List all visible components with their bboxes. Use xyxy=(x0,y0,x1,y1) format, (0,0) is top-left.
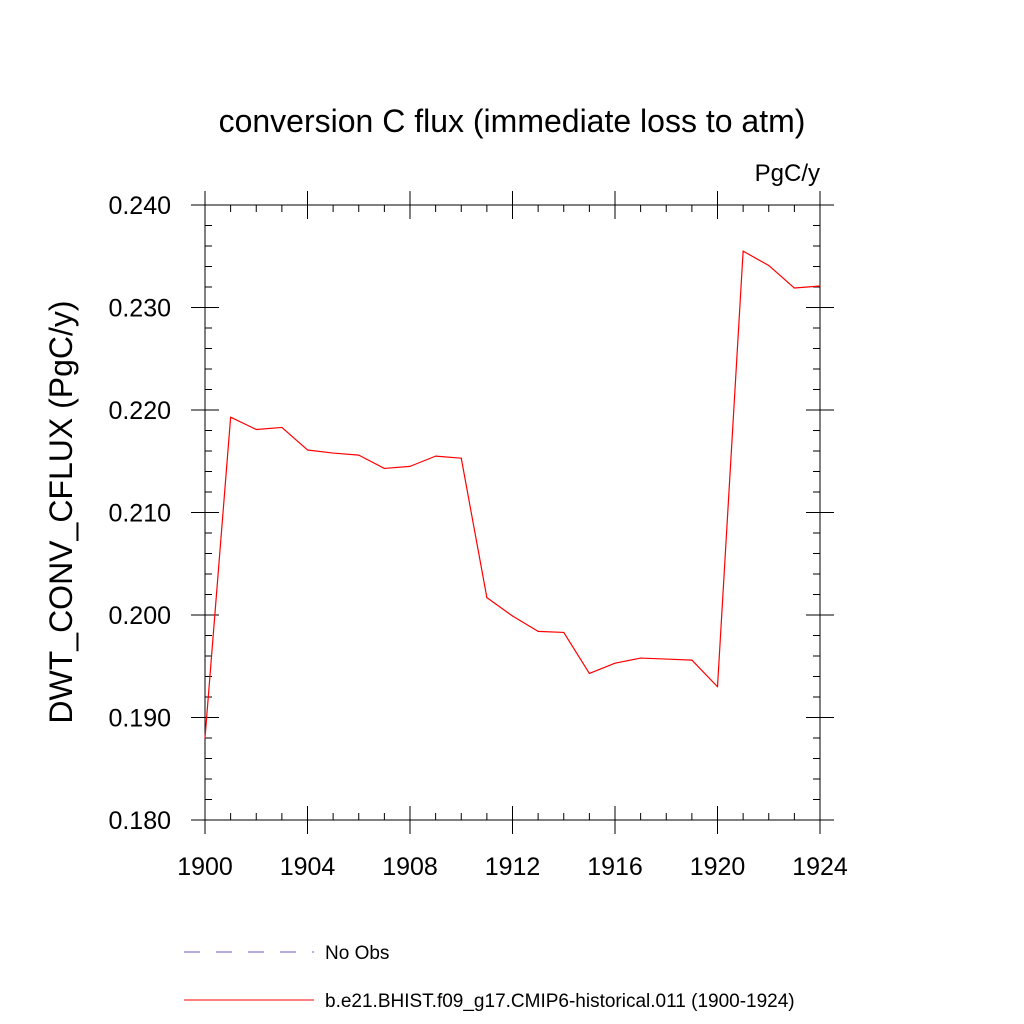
y-tick-label: 0.230 xyxy=(108,295,171,323)
data-point xyxy=(563,631,565,634)
x-tick-label: 1912 xyxy=(485,853,541,881)
data-point xyxy=(204,737,206,739)
x-tick-label: 1916 xyxy=(587,853,643,881)
data-point xyxy=(306,449,309,451)
y-tick-label: 0.200 xyxy=(108,602,171,630)
legend: No Obs b.e21.BHIST.f09_g17.CMIP6-historic… xyxy=(184,943,795,1012)
legend-label: No Obs xyxy=(325,943,389,964)
y-tick-label: 0.210 xyxy=(108,500,171,528)
data-point xyxy=(409,465,411,467)
data-point xyxy=(614,662,616,664)
chart-title: conversion C flux (immediate loss to atm… xyxy=(219,103,806,139)
data-point xyxy=(768,264,770,267)
data-point xyxy=(281,426,283,429)
minor-ticks xyxy=(205,205,820,820)
data-point xyxy=(819,285,821,287)
legend-label: b.e21.BHIST.f09_g17.CMIP6-historical.011… xyxy=(325,991,795,1012)
x-tick-labels: 1900 1904 1908 1912 1916 1920 1924 xyxy=(177,853,848,881)
x-tick-label: 1924 xyxy=(792,853,848,881)
data-point xyxy=(486,596,488,599)
x-tick-label: 1920 xyxy=(690,853,746,881)
series-line xyxy=(204,250,821,739)
data-point xyxy=(793,287,795,289)
data-point xyxy=(460,457,462,459)
y-tick-labels: 0.180 0.190 0.200 0.210 0.220 0.230 0.240 xyxy=(108,192,171,835)
data-point xyxy=(435,455,437,457)
data-point xyxy=(255,428,257,431)
data-point xyxy=(742,250,744,252)
y-tick-label: 0.190 xyxy=(108,705,171,733)
data-point xyxy=(691,659,693,661)
data-point xyxy=(332,452,334,454)
data-point xyxy=(588,672,590,675)
y-tick-label: 0.240 xyxy=(108,192,171,220)
y-tick-label: 0.220 xyxy=(108,397,171,425)
x-tick-label: 1908 xyxy=(382,853,438,881)
data-point xyxy=(511,615,514,617)
major-ticks xyxy=(191,191,834,834)
data-point xyxy=(640,657,642,659)
data-point xyxy=(358,454,360,456)
data-point xyxy=(665,658,667,660)
data-point xyxy=(230,416,232,418)
units-label: PgC/y xyxy=(755,160,820,187)
data-point xyxy=(716,686,719,688)
x-tick-label: 1900 xyxy=(177,853,233,881)
data-point xyxy=(537,630,539,633)
y-axis-label: DWT_CONV_CFLUX (PgC/y) xyxy=(43,300,79,723)
y-tick-label: 0.180 xyxy=(108,807,171,835)
series-layer xyxy=(204,250,821,739)
x-tick-label: 1904 xyxy=(280,853,336,881)
data-point xyxy=(383,467,385,470)
